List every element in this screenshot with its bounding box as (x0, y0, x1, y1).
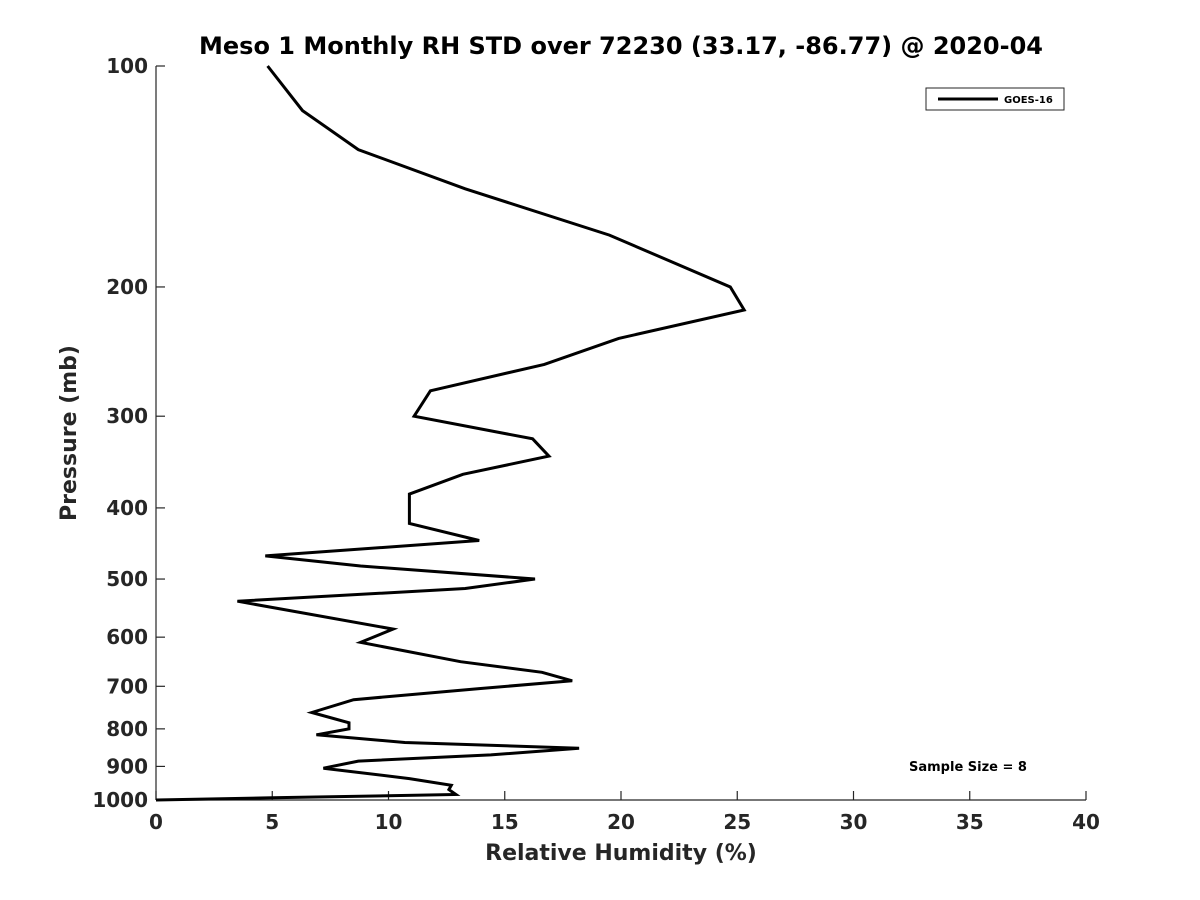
x-tick-label: 0 (149, 810, 163, 834)
series-layer (155, 65, 747, 802)
x-tick-label: 10 (375, 810, 403, 834)
x-axis-ticks: 0 5 10 15 20 25 30 35 40 (149, 791, 1100, 834)
chart-title: Meso 1 Monthly RH STD over 72230 (33.17,… (199, 32, 1043, 60)
x-axis-label: Relative Humidity (%) (485, 841, 757, 866)
x-tick-label: 15 (491, 810, 519, 834)
series-line-goes-16 (155, 65, 747, 802)
x-tick-label: 25 (723, 810, 751, 834)
x-tick-label: 5 (265, 810, 279, 834)
y-axis-label: Pressure (mb) (57, 345, 82, 521)
y-tick-label: 600 (106, 625, 148, 649)
y-tick-label: 300 (106, 404, 148, 428)
legend: GOES-16 (925, 87, 1065, 111)
y-tick-label: 200 (106, 275, 148, 299)
y-tick-label: 1000 (92, 788, 148, 812)
x-tick-label: 20 (607, 810, 635, 834)
y-tick-label: 900 (106, 754, 148, 778)
x-tick-label: 30 (840, 810, 868, 834)
y-tick-label: 400 (106, 496, 148, 520)
y-tick-label: 800 (106, 717, 148, 741)
x-tick-label: 35 (956, 810, 984, 834)
y-tick-label: 500 (106, 567, 148, 591)
plot-area: 0 5 10 15 20 25 30 35 40 100 200 300 400 500 600 700 80… (92, 54, 1100, 834)
x-tick-label: 40 (1072, 810, 1100, 834)
y-tick-label: 100 (106, 54, 148, 78)
y-tick-label: 700 (106, 674, 148, 698)
legend-label: GOES-16 (1004, 95, 1053, 106)
sample-size-annotation: Sample Size = 8 (909, 760, 1027, 775)
y-axis-ticks: 100 200 300 400 500 600 700 800 900 1000 (92, 54, 165, 812)
